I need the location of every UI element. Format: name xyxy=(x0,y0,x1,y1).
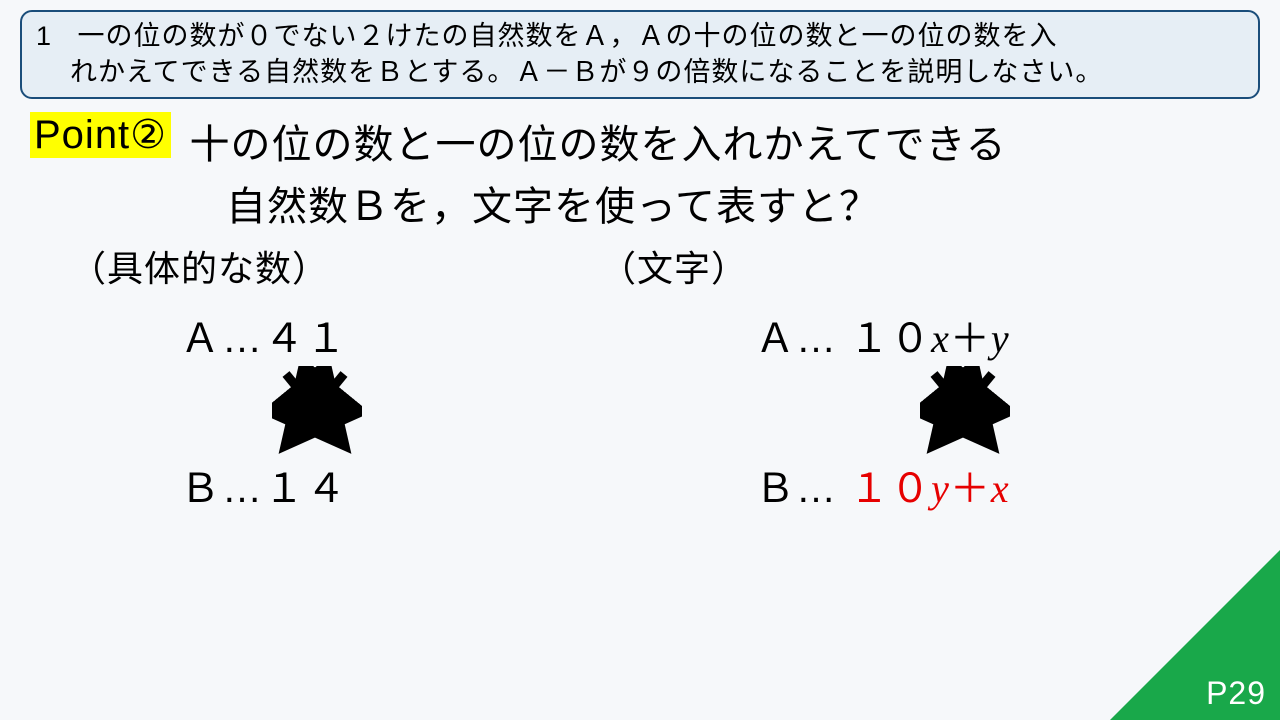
right-b-var1: y xyxy=(931,466,950,511)
left-column: （具体的な数） Ａ…４１ Ｂ…１４ xyxy=(70,240,590,514)
right-a-var2: y xyxy=(991,316,1010,361)
right-row-b: Ｂ… １０y＋x xyxy=(755,456,1120,514)
right-column-header: （文字） xyxy=(600,240,1120,292)
swap-arrows-right xyxy=(920,366,1120,456)
right-a-plus: ＋ xyxy=(950,317,991,361)
problem-line2: れかえてできる自然数をＢとする。Ａ－Ｂが９の倍数になることを説明しなさい。 xyxy=(70,57,1103,87)
right-b-var2: x xyxy=(991,466,1010,511)
left-b-value: １４ xyxy=(264,467,348,511)
right-b-expr: １０y＋x xyxy=(849,467,1010,511)
point-badge: Point② xyxy=(30,112,171,158)
right-b-label: Ｂ… xyxy=(755,467,837,511)
left-b-label: Ｂ… xyxy=(180,467,264,511)
point-text-line2: 自然数Ｂを，文字を使って表すと？ xyxy=(226,174,1250,232)
left-column-header: （具体的な数） xyxy=(70,240,590,292)
point-text-line1: 十の位の数と一の位の数を入れかえてできる xyxy=(189,123,1006,167)
swap-arrows-left xyxy=(272,366,590,456)
left-a-value: ４１ xyxy=(264,317,348,361)
right-b-plus: ＋ xyxy=(950,467,991,511)
left-row-b: Ｂ…１４ xyxy=(180,456,590,514)
right-column: （文字） Ａ… １０x＋y Ｂ… １０y＋x xyxy=(600,240,1120,514)
problem-line1: 一の位の数が０でない２けたの自然数をＡ，Ａの十の位の数と一の位の数を入 xyxy=(78,21,1058,51)
cross-arrow-icon xyxy=(272,366,362,456)
right-a-var1: x xyxy=(931,316,950,361)
problem-box: 1 一の位の数が０でない２けたの自然数をＡ，Ａの十の位の数と一の位の数を入 れか… xyxy=(20,10,1260,99)
right-a-label: Ａ… xyxy=(755,317,837,361)
point-section: Point② 十の位の数と一の位の数を入れかえてできる 自然数Ｂを，文字を使って… xyxy=(30,112,1250,232)
page-number: P29 xyxy=(1206,675,1266,712)
left-row-a: Ａ…４１ xyxy=(180,306,590,364)
right-row-a: Ａ… １０x＋y xyxy=(755,306,1120,364)
left-a-label: Ａ… xyxy=(180,317,264,361)
right-a-prefix: １０ xyxy=(849,317,931,361)
right-b-prefix: １０ xyxy=(849,467,931,511)
problem-number: 1 xyxy=(36,21,52,51)
cross-arrow-icon xyxy=(920,366,1010,456)
